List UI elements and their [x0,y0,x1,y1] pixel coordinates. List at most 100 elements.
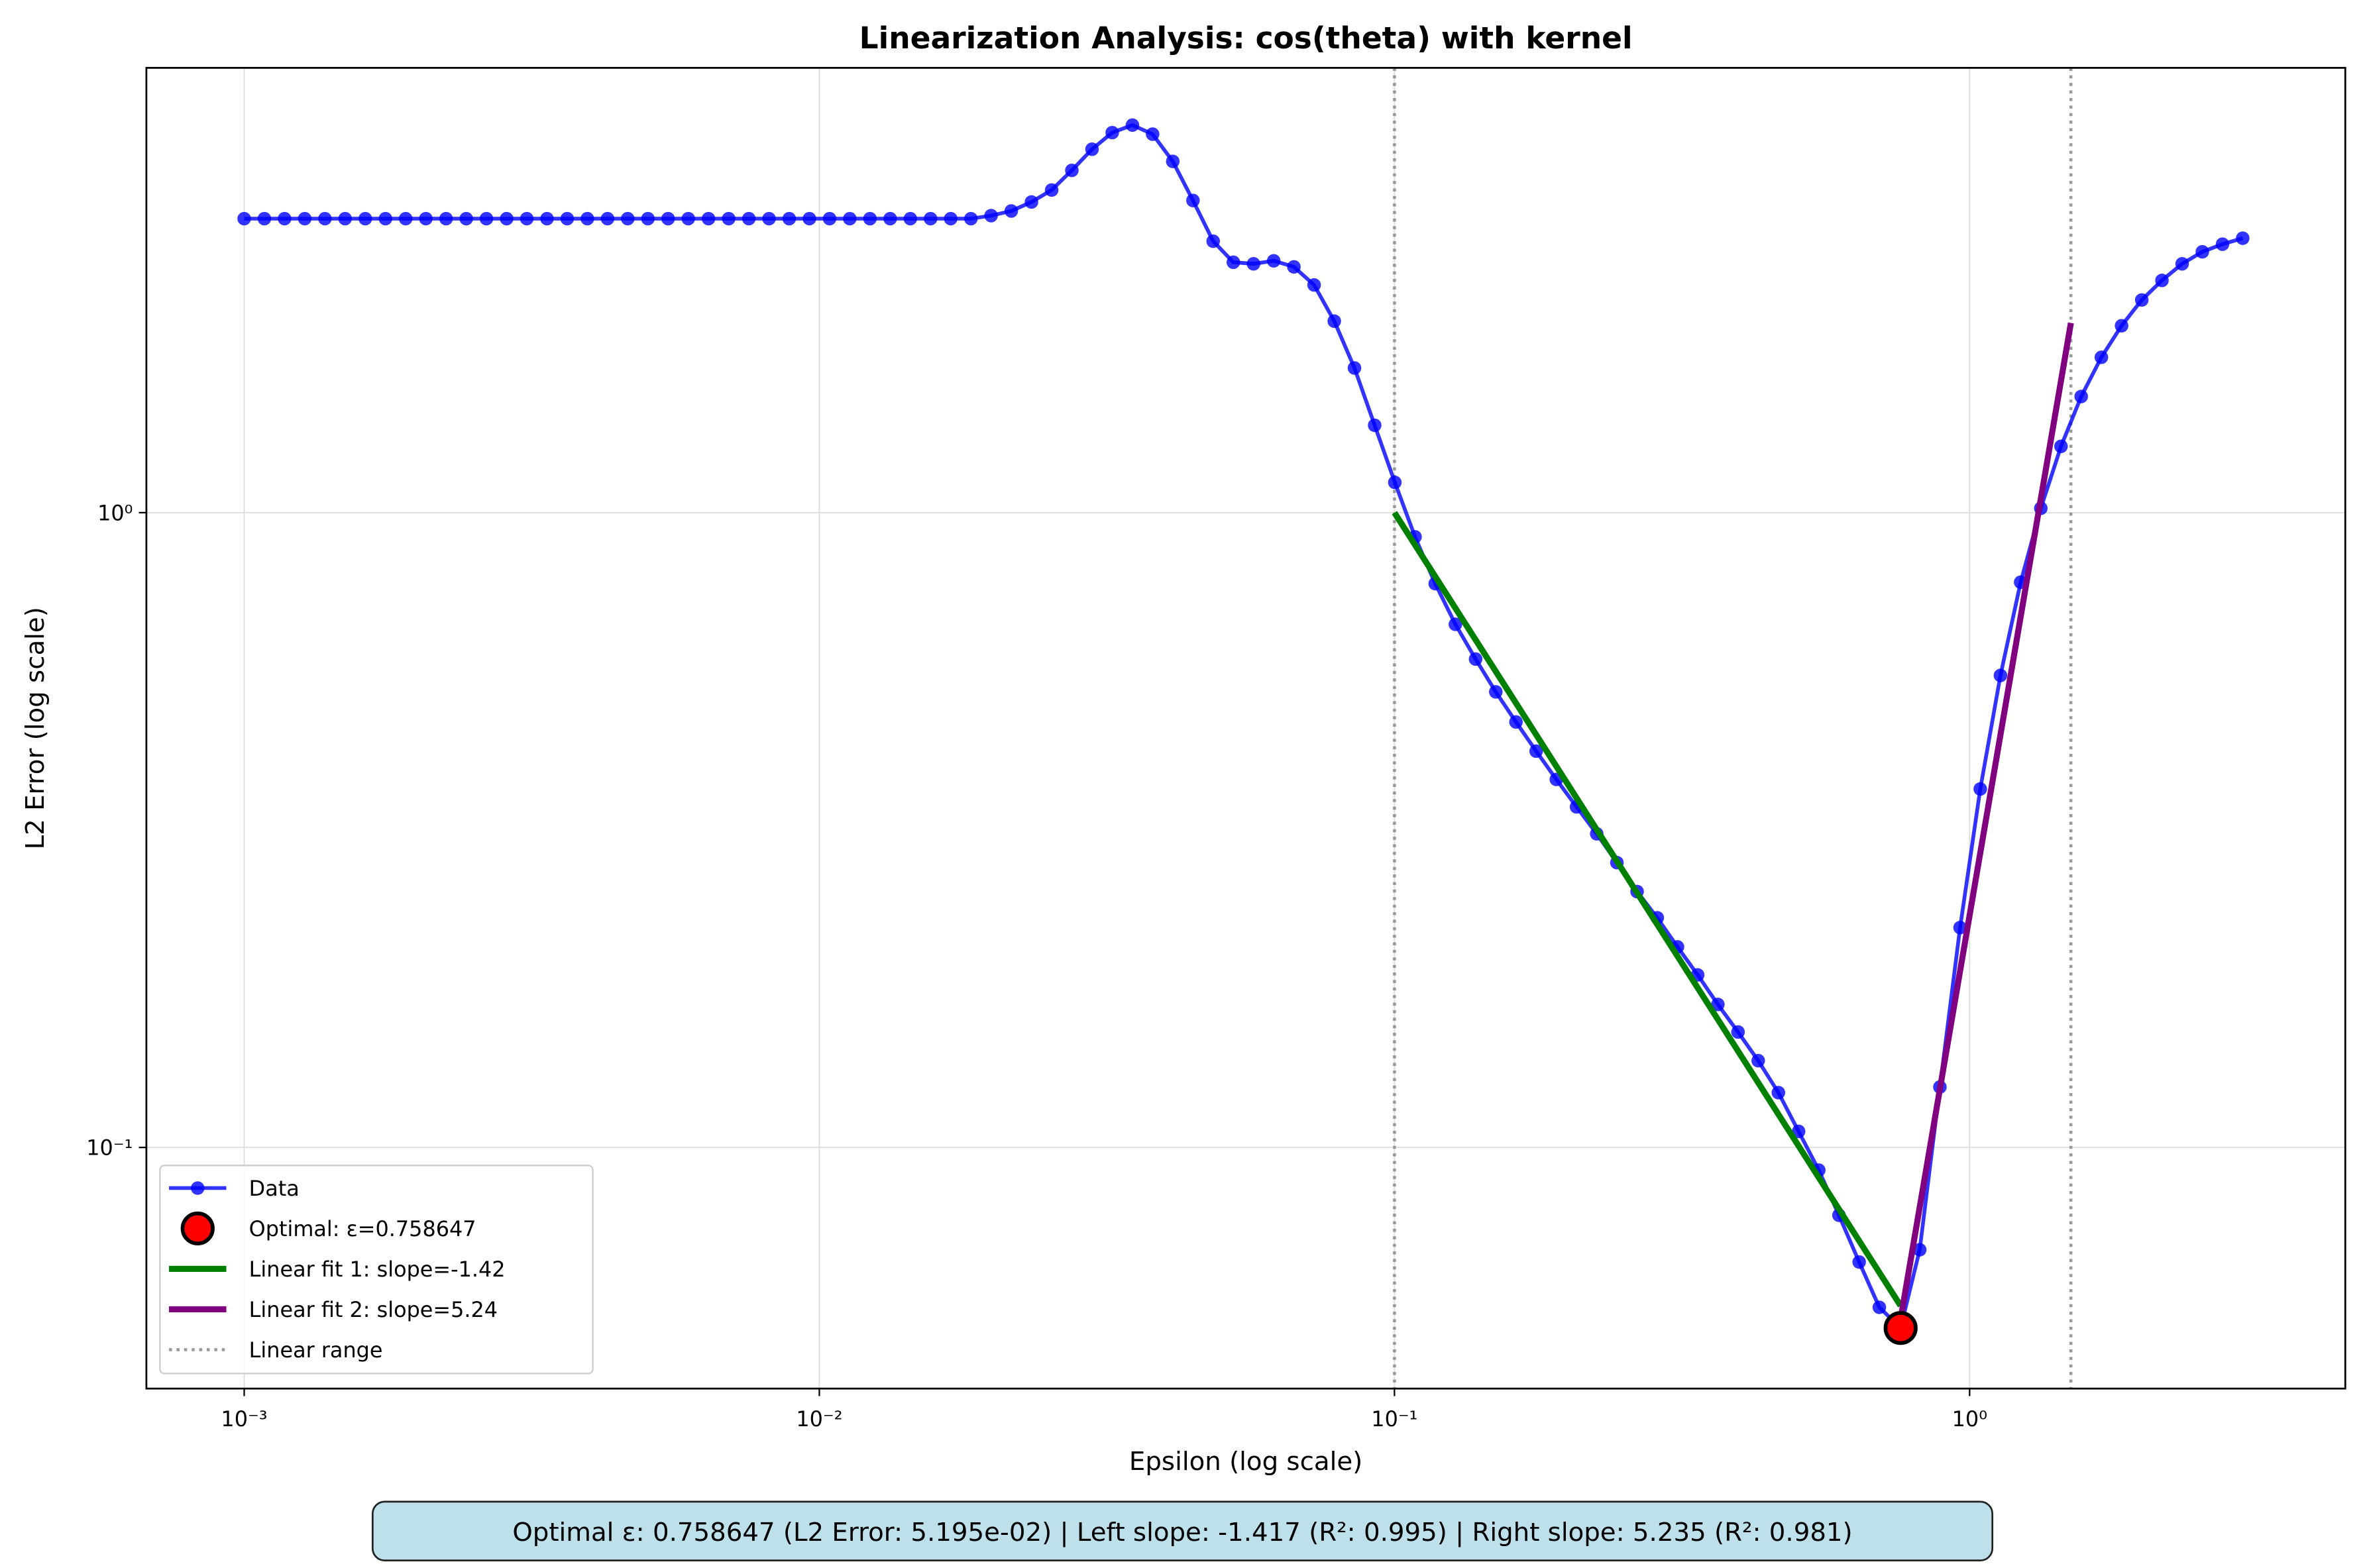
data-point [2074,390,2088,403]
data-point [1186,193,1200,207]
data-point [1166,154,1180,168]
data-point [540,211,554,226]
data-point [944,211,958,226]
data-point [2054,439,2068,453]
data-point [1146,127,1160,141]
data-point [863,211,877,226]
data-point [1872,1300,1887,1314]
y-tick-label: 10⁰ [97,500,133,525]
data-point [500,211,514,226]
data-point [1509,715,1523,729]
data-point [2215,237,2230,251]
fit-line [1897,322,2074,1320]
data-point [1912,1243,1927,1257]
data-point [1449,617,1462,631]
data-point [2155,274,2169,287]
data-point [479,211,494,226]
legend-label: Linear fit 1: slope=-1.42 [249,1257,506,1282]
data-point [1368,418,1382,433]
data-point [2094,350,2109,364]
data-point [1024,195,1038,209]
data-point [257,211,272,226]
data-point [1973,782,1987,796]
data-line [244,123,2244,1332]
data-point [1044,183,1059,197]
data-point [318,211,332,226]
legend-swatch [191,1181,205,1195]
optimal-point [1883,1311,1918,1345]
data-point [358,211,372,226]
legend-box [159,1165,594,1375]
data-point [600,211,615,226]
data-point [1347,361,1362,375]
legend-swatch [180,1211,215,1246]
data-point [1993,668,2008,682]
data-point [883,211,897,226]
data-point [1105,125,1119,140]
data-point [1711,998,1725,1012]
data-point [2236,231,2250,245]
data-point [560,211,575,226]
data-point [1125,118,1140,132]
data-point [2115,319,2128,333]
data-point [1529,744,1543,758]
data-point [1489,685,1503,699]
data-point [1085,142,1099,156]
data-point [459,211,473,226]
data-point [398,211,413,226]
annotation-text: Optimal ε: 0.758647 (L2 Error: 5.195e-02… [512,1518,1852,1547]
data-point [661,211,675,226]
data-point [1327,314,1341,329]
data-point [1246,257,1260,271]
legend-label: Linear fit 2: slope=5.24 [249,1297,498,1322]
data-point [963,211,978,226]
data-point [1206,234,1221,248]
data-point [1266,254,1281,268]
data-point [1791,1124,1806,1139]
data-point [2195,244,2209,259]
data-point [984,209,998,223]
data-point [1065,163,1079,178]
data-point [762,211,776,226]
data-point [903,211,918,226]
data-point [278,211,292,226]
annotation-box [371,1500,1994,1561]
data-point [782,211,797,226]
fit-line [1392,511,1904,1308]
data-point [843,211,857,226]
data-point [621,211,635,226]
data-point [1307,278,1321,292]
x-tick-label: 10⁻² [796,1406,842,1432]
data-point [681,211,695,226]
data-point [701,211,716,226]
data-point [2175,257,2189,271]
data-point [1751,1053,1765,1068]
plot-frame [145,67,2346,1390]
data-point [1771,1086,1786,1100]
x-tick-label: 10⁰ [1952,1406,1987,1432]
data-point [1468,652,1483,666]
x-tick-label: 10⁻¹ [1371,1406,1417,1432]
data-point [1953,921,1967,935]
y-tick-label: 10⁻¹ [86,1135,133,1161]
data-point [822,211,837,226]
legend-label: Optimal: ε=0.758647 [249,1216,476,1241]
data-point [520,211,534,226]
data-point [378,211,392,226]
legend-label: Linear range [249,1337,383,1363]
legend: Data Optimal: ε=0.758647 Linear fit 1: slo… [159,1165,594,1375]
data-point [1287,260,1301,274]
data-point [439,211,453,226]
data-point [1852,1255,1866,1269]
data-point [1226,255,1240,270]
x-tick-label: 10⁻³ [221,1406,267,1432]
data-point [338,211,353,226]
data-point [1388,475,1402,490]
data-point [742,211,756,226]
legend-label: Data [249,1176,300,1201]
data-point [722,211,736,226]
data-point [641,211,655,226]
data-point [1731,1025,1745,1039]
data-point [237,211,251,226]
